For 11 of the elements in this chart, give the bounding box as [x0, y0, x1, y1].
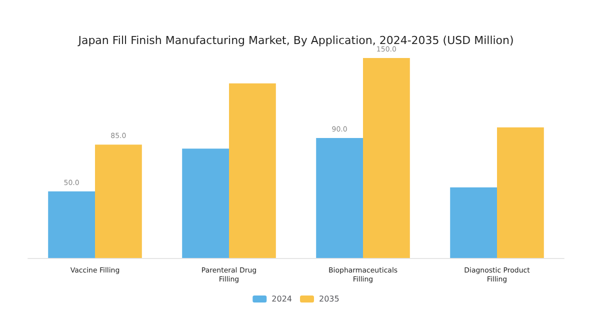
legend-label: 2035 [319, 294, 340, 304]
legend-label: 2024 [272, 294, 292, 304]
bar [229, 83, 276, 258]
bar [363, 58, 410, 258]
bar [450, 187, 497, 258]
bar [48, 191, 95, 258]
bar [316, 138, 363, 258]
chart-title: Japan Fill Finish Manufacturing Market, By Application, 2024-2035 (USD Million) [77, 34, 514, 47]
bar [497, 127, 544, 258]
bar [182, 148, 229, 258]
bar [95, 144, 142, 258]
